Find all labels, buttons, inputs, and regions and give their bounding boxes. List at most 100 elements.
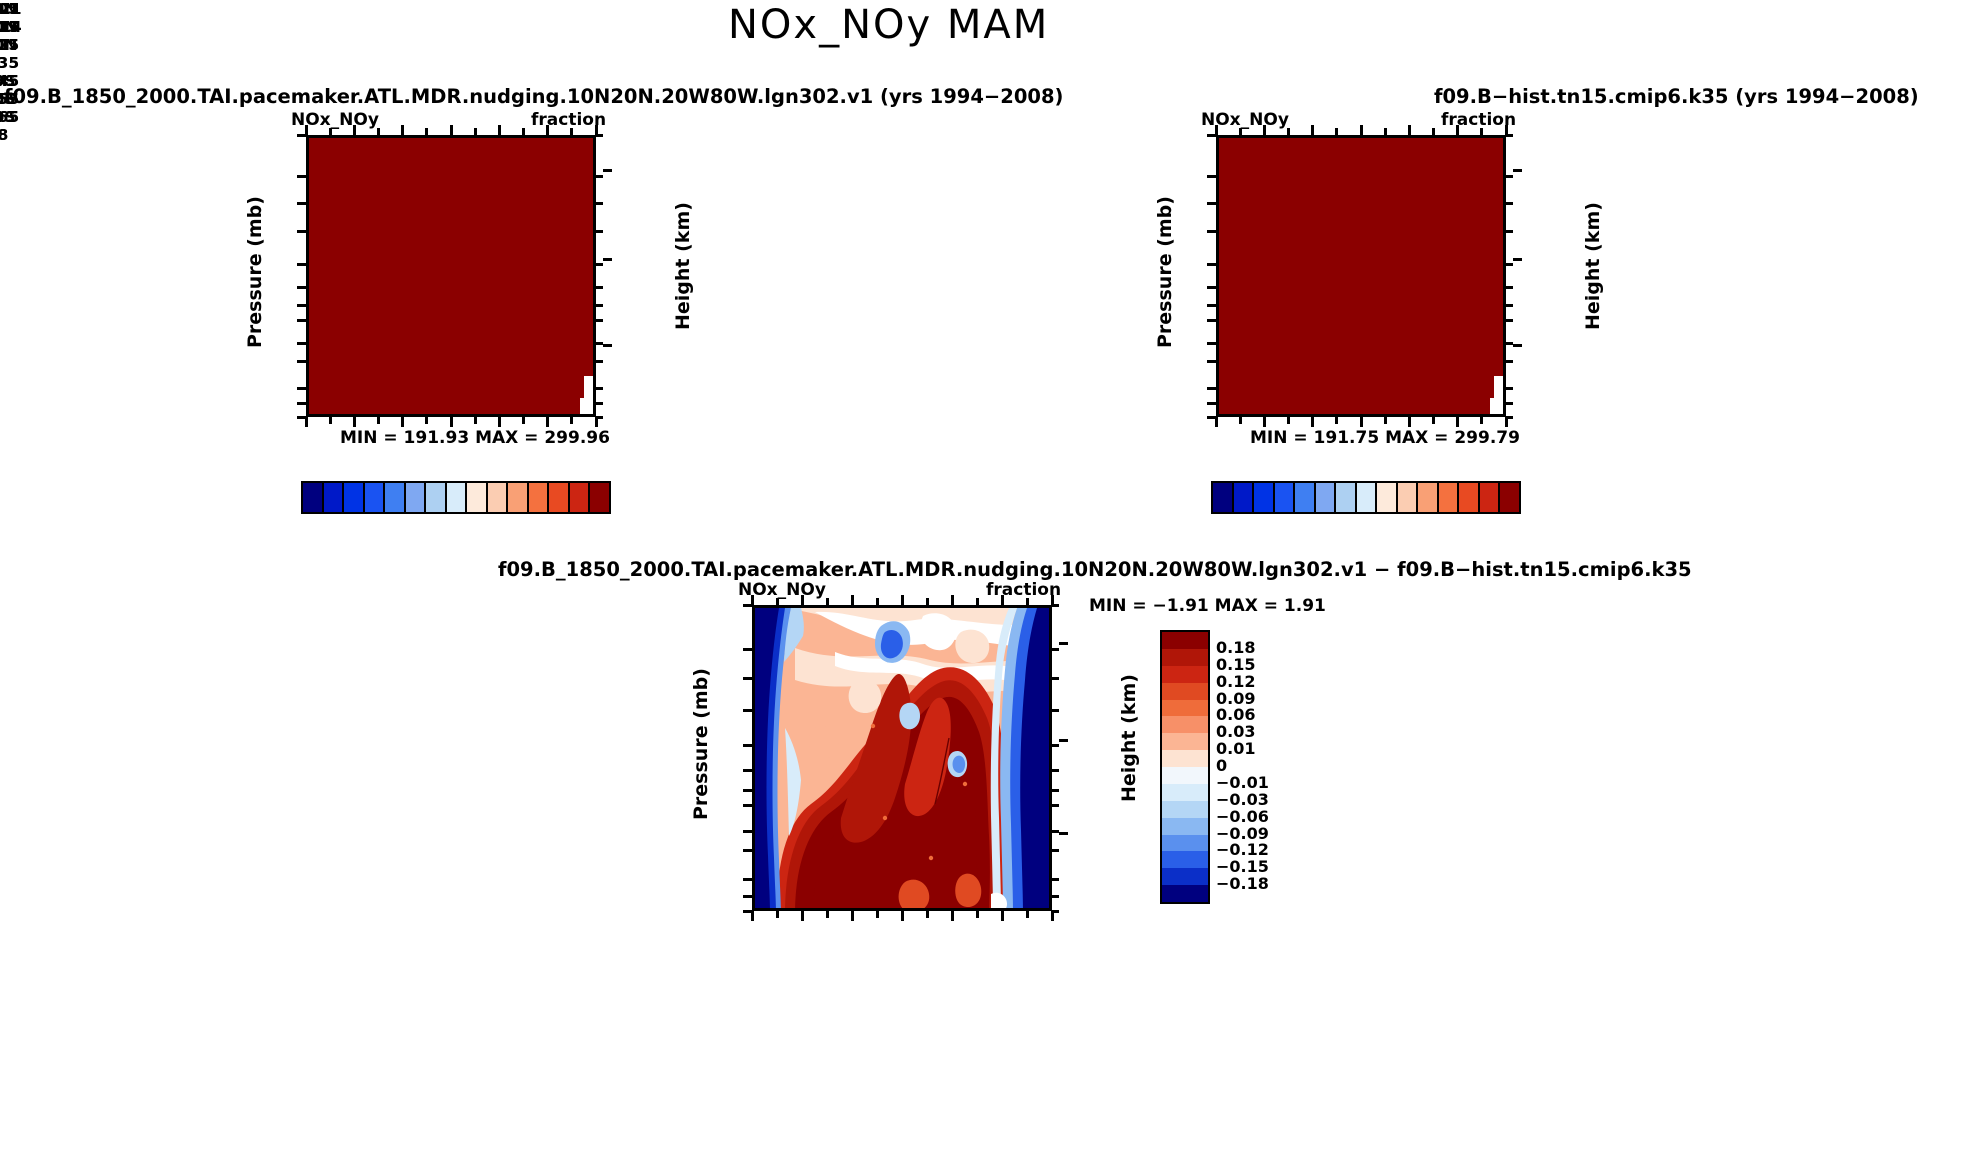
diff-lat-minor-tick bbox=[875, 911, 879, 918]
left-lat-minor-tick bbox=[522, 417, 525, 424]
diff-lat-label: 30S bbox=[0, 72, 16, 90]
colorbar-swatch bbox=[446, 483, 468, 512]
right-lat-tick bbox=[1456, 417, 1460, 427]
diff-lat-tick bbox=[1000, 911, 1004, 921]
colorbar-swatch bbox=[1162, 750, 1208, 767]
colorbar-swatch bbox=[405, 483, 427, 512]
left-pressure-tick-right bbox=[596, 318, 603, 322]
left-lat-label: 30N bbox=[0, 36, 18, 54]
left-pressure-tick-right bbox=[596, 230, 603, 234]
colorbar-tick-label: 0.25 bbox=[0, 36, 20, 54]
diff-pressure-tick bbox=[743, 804, 752, 808]
right-lat-minor-tick bbox=[1383, 417, 1387, 424]
right-height-tick bbox=[1513, 257, 1522, 261]
left-pressure-tick bbox=[297, 304, 306, 307]
colorbar-swatch bbox=[1459, 483, 1480, 512]
diff-lat-label: 90N bbox=[0, 0, 18, 18]
panel-right-subtitle: f09.B−hist.tn15.cmip6.k35 (yrs 1994−2008… bbox=[1434, 85, 1919, 108]
diff-pressure-tick-right bbox=[1052, 769, 1059, 773]
colorbar-tick-label: 0.55 bbox=[0, 90, 20, 108]
contour-band bbox=[955, 629, 990, 664]
left-lat-tick-top bbox=[497, 125, 501, 135]
panel-left-field bbox=[309, 138, 593, 414]
right-pressure-tick-right bbox=[1506, 415, 1513, 419]
contour-band bbox=[870, 723, 876, 729]
diff-pressure-tick bbox=[743, 909, 752, 913]
panel-diff-field bbox=[755, 608, 1049, 908]
panel-diff-plot-area[interactable] bbox=[752, 605, 1052, 911]
colorbar-tick-label: 0.35 bbox=[0, 54, 20, 72]
right-lat-tick-top bbox=[1311, 125, 1315, 135]
left-lat-tick bbox=[449, 417, 453, 427]
left-pressure-tick bbox=[297, 386, 306, 390]
colorbar-swatch bbox=[1315, 483, 1337, 512]
left-lat-label: 90S bbox=[0, 108, 16, 126]
colorbar-swatch bbox=[1356, 483, 1378, 512]
diff-lat-label: 60S bbox=[0, 90, 16, 108]
panel-right-colorbar[interactable] bbox=[1211, 481, 1521, 514]
colorbar-value-label: 0.03 bbox=[1216, 722, 1256, 742]
left-lat-minor-tick bbox=[328, 417, 332, 424]
right-lat-minor-tick-top bbox=[1335, 128, 1339, 135]
right-pressure-tick-right bbox=[1506, 262, 1513, 266]
right-lat-tick-top bbox=[1262, 125, 1266, 135]
left-pressure-tick bbox=[297, 341, 306, 345]
colorbar-swatch bbox=[385, 483, 406, 512]
right-pressure-tick bbox=[1207, 402, 1216, 406]
left-lat-minor-tick-top bbox=[473, 128, 477, 135]
panel-right-stats: MIN = 191.75 MAX = 299.79 bbox=[1250, 428, 1520, 448]
colorbar-value-label: 0.18 bbox=[1216, 637, 1256, 657]
right-lat-tick-top bbox=[1456, 125, 1460, 135]
right-pressure-tick bbox=[1207, 286, 1216, 290]
diff-lat-tick bbox=[1050, 911, 1054, 921]
panel-left-y2label: Height (km) bbox=[672, 202, 694, 330]
colorbar-swatch bbox=[1162, 885, 1208, 902]
panel-diff-latitude-labels: 90N60N30N030S60S90S bbox=[0, 0, 35, 126]
right-lat-minor-tick-top bbox=[1238, 128, 1242, 135]
right-lat-tick-top bbox=[1407, 125, 1411, 135]
panel-diff-corner-right-label: fraction bbox=[986, 580, 1062, 600]
left-pressure-tick bbox=[297, 359, 306, 363]
right-height-label: 7 bbox=[0, 36, 11, 54]
right-lat-minor-tick bbox=[1480, 417, 1484, 424]
colorbar-value-label: −0.18 bbox=[1216, 874, 1269, 894]
left-height-tick bbox=[603, 168, 612, 172]
left-lat-label: 60S bbox=[0, 90, 16, 108]
right-lat-minor-tick-top bbox=[1432, 128, 1435, 135]
panel-left-colorbar[interactable] bbox=[301, 481, 611, 514]
left-lat-tick-top bbox=[546, 125, 550, 135]
diff-pressure-tick bbox=[743, 788, 752, 792]
diff-pressure-tick bbox=[743, 769, 752, 773]
colorbar-swatch bbox=[1162, 699, 1208, 717]
diff-pressure-tick-right bbox=[1052, 648, 1059, 652]
colorbar-value-label: 0 bbox=[1216, 756, 1228, 775]
diff-pressure-tick-right bbox=[1052, 895, 1059, 899]
left-height-tick bbox=[603, 257, 612, 261]
contour-band bbox=[840, 674, 912, 843]
right-lat-label: 30N bbox=[0, 36, 18, 54]
diff-pressure-tick-right bbox=[1052, 849, 1059, 852]
panel-right-plot-area[interactable] bbox=[1216, 135, 1506, 417]
left-pressure-tick-right bbox=[596, 359, 603, 363]
panel-left-missing-region bbox=[584, 376, 593, 414]
colorbar-value-label: −0.01 bbox=[1216, 772, 1269, 792]
contour-band bbox=[952, 755, 966, 774]
diff-lat-tick bbox=[850, 911, 854, 921]
panel-diff-colorbar[interactable] bbox=[1160, 630, 1210, 904]
diff-pressure-tick-right bbox=[1052, 909, 1059, 913]
contour-band bbox=[899, 702, 920, 730]
left-pressure-tick bbox=[297, 402, 306, 406]
panel-left-plot-area[interactable] bbox=[306, 135, 596, 417]
right-pressure-tick-right bbox=[1506, 286, 1513, 290]
contour-band bbox=[898, 879, 930, 908]
right-lat-label: 60S bbox=[0, 90, 16, 108]
left-lat-tick bbox=[594, 417, 598, 427]
left-lat-minor-tick bbox=[473, 417, 477, 424]
diff-lat-label: 60N bbox=[0, 18, 18, 36]
colorbar-swatch bbox=[1162, 733, 1208, 751]
panel-diff-subtitle: f09.B_1850_2000.TAI.pacemaker.ATL.MDR.nu… bbox=[498, 558, 1692, 581]
panel-right-field bbox=[1219, 138, 1503, 414]
diff-pressure-tick bbox=[743, 849, 752, 852]
right-lat-minor-tick bbox=[1287, 417, 1290, 424]
left-lat-tick bbox=[546, 417, 550, 427]
